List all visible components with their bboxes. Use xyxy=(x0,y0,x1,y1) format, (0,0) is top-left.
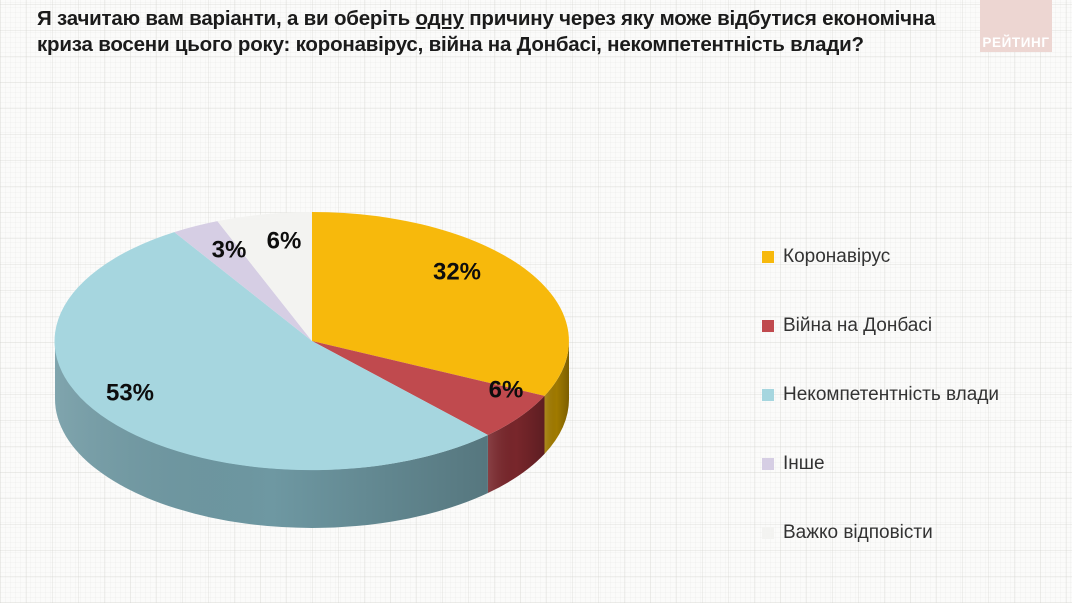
pie-slice-4 xyxy=(217,212,312,341)
question-title-part2: причину через яку може відбутися економі… xyxy=(37,7,936,56)
pie-slice-percent-label-1: 6% xyxy=(489,377,524,404)
legend-swatch-icon xyxy=(762,527,774,539)
pie-slice-2 xyxy=(54,232,488,471)
rating-group-logo-text: РЕЙТИНГ xyxy=(982,34,1050,50)
pie-slice-1 xyxy=(312,341,545,435)
pie-slice-percent-label-2: 53% xyxy=(106,380,154,407)
question-title-part1: Я зачитаю вам варіанти, а ви оберіть xyxy=(37,7,416,30)
pie-slice-side-shade-2 xyxy=(55,341,488,528)
question-title: Я зачитаю вам варіанти, а ви оберіть одн… xyxy=(37,6,967,58)
legend-label: Важко відповісти xyxy=(783,522,933,543)
pie-slice-percent-label-3: 3% xyxy=(212,237,247,264)
pie-slice-percent-label-4: 6% xyxy=(267,228,302,255)
legend-label: Інше xyxy=(783,453,825,474)
pie-slice-side-shade-0 xyxy=(544,341,569,454)
pie-slice-0 xyxy=(312,212,569,396)
pie-slice-3 xyxy=(174,221,312,341)
legend-swatch-icon xyxy=(762,251,774,263)
legend-label: Некомпетентність влади xyxy=(783,384,1000,405)
pie-slice-percent-label-0: 32% xyxy=(433,259,481,286)
question-title-underlined-word: одну xyxy=(415,7,464,30)
legend-item-war-donbas: Війна на Донбасі xyxy=(762,315,999,337)
legend-item-incompetent-government: Некомпетентність влади xyxy=(762,384,999,406)
pie-slice-side-shade-1 xyxy=(487,395,545,493)
legend-item-coronavirus: Коронавірус xyxy=(762,246,999,268)
legend-item-other: Інше xyxy=(762,453,999,475)
chart-legend: Коронавірус Війна на Донбасі Некомпетент… xyxy=(762,246,999,544)
legend-item-hard-to-answer: Важко відповісти xyxy=(762,522,999,544)
legend-swatch-icon xyxy=(762,389,774,401)
rating-group-logo: РЕЙТИНГ xyxy=(980,0,1052,52)
legend-swatch-icon xyxy=(762,320,774,332)
legend-label: Війна на Донбасі xyxy=(783,315,933,336)
legend-label: Коронавірус xyxy=(783,246,891,267)
legend-swatch-icon xyxy=(762,458,774,470)
